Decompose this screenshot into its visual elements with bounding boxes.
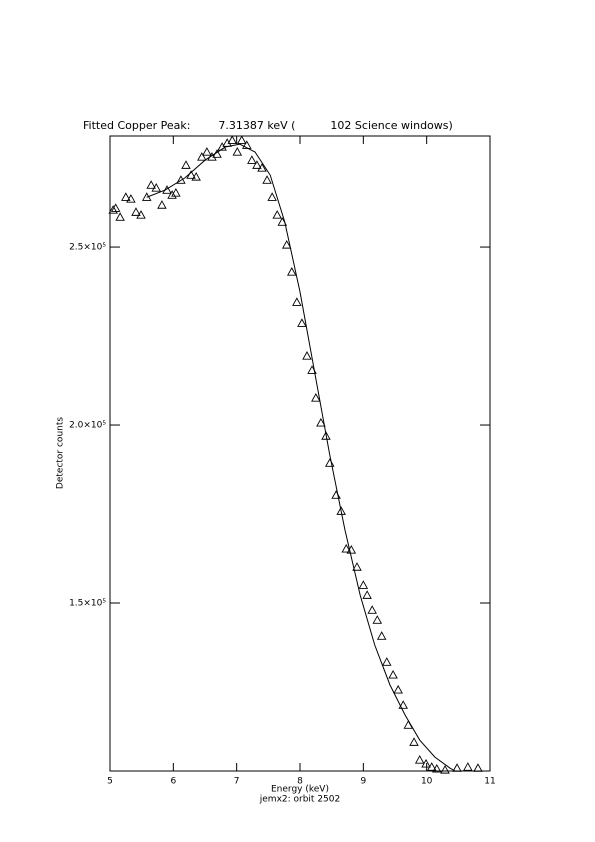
data-point xyxy=(191,172,201,181)
x-axis-label: Energy (keV) xyxy=(271,785,329,795)
data-point xyxy=(197,152,207,161)
data-point xyxy=(325,458,335,467)
y-tick-label: 2.0×10⁵ xyxy=(69,421,106,431)
data-point xyxy=(367,605,377,614)
y-axis-label: Detector counts xyxy=(56,417,66,489)
data-point xyxy=(336,506,346,515)
data-point xyxy=(398,700,408,709)
x-tick-label: 6 xyxy=(170,777,176,787)
data-point xyxy=(257,163,267,172)
data-point xyxy=(352,562,362,571)
data-point xyxy=(316,417,326,427)
y-tick-label: 1.5×10⁵ xyxy=(69,598,106,608)
data-point xyxy=(414,755,425,764)
data-point xyxy=(287,267,297,276)
data-point xyxy=(252,160,262,169)
data-point xyxy=(463,762,473,771)
data-point xyxy=(321,431,331,440)
data-point xyxy=(232,147,243,156)
data-point xyxy=(272,210,282,219)
data-point xyxy=(151,183,161,192)
x-tick-label: 7 xyxy=(234,777,240,787)
data-point xyxy=(247,155,257,164)
data-point xyxy=(281,239,292,249)
data-point xyxy=(341,543,351,553)
data-point xyxy=(136,210,146,219)
data-point xyxy=(108,205,118,214)
data-point xyxy=(311,393,321,402)
data-point xyxy=(115,212,125,221)
y-tick-label: 2.5×10⁵ xyxy=(69,243,106,253)
data-point xyxy=(393,684,403,694)
data-point xyxy=(331,490,341,499)
data-point xyxy=(167,190,177,199)
subtitle: jemx2: orbit 2502 xyxy=(259,795,340,805)
data-point xyxy=(473,763,483,772)
x-tick-label: 10 xyxy=(421,777,433,787)
data-point xyxy=(121,192,131,201)
data-point xyxy=(267,192,277,201)
fit-line xyxy=(146,143,456,772)
data-point xyxy=(426,762,437,771)
data-point xyxy=(372,615,383,624)
plot-frame xyxy=(109,135,491,772)
data-point xyxy=(376,631,387,640)
data-point xyxy=(202,147,212,156)
data-point xyxy=(242,140,252,149)
data-point xyxy=(236,135,247,144)
data-point xyxy=(171,188,181,197)
data-point xyxy=(292,297,302,306)
data-point xyxy=(362,590,372,599)
data-point xyxy=(181,160,191,169)
data-point xyxy=(262,175,272,184)
data-point xyxy=(110,203,121,212)
data-point xyxy=(358,580,369,589)
data-point xyxy=(421,758,431,768)
data-point xyxy=(388,669,398,679)
data-point xyxy=(302,351,312,360)
data-point xyxy=(146,180,156,189)
x-tick-label: 5 xyxy=(107,777,113,787)
data-point xyxy=(297,318,307,327)
data-point xyxy=(126,194,136,203)
data-point xyxy=(131,207,141,216)
data-point xyxy=(440,765,450,774)
chart-title: Fitted Copper Peak: 7.31387 keV ( 102 Sc… xyxy=(83,119,453,132)
data-point xyxy=(409,737,419,746)
data-point xyxy=(227,135,237,144)
x-tick-label: 8 xyxy=(297,777,303,787)
x-tick-label: 9 xyxy=(360,777,366,787)
data-point xyxy=(382,657,392,666)
data-point xyxy=(452,763,462,772)
x-tick-label: 11 xyxy=(484,777,495,787)
data-point xyxy=(176,175,186,184)
data-point xyxy=(157,200,167,209)
data-point xyxy=(432,763,442,773)
